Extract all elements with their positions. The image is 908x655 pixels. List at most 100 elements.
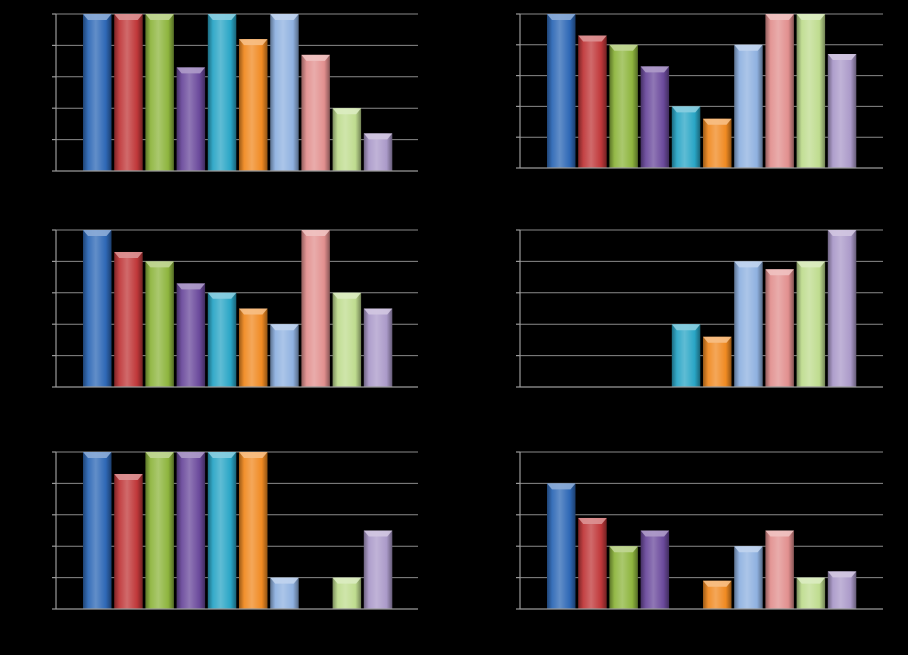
bar xyxy=(609,546,638,609)
bar xyxy=(734,44,763,168)
bar-cap xyxy=(239,39,268,46)
chart-panel-bottom-right xyxy=(516,451,883,610)
bar xyxy=(83,452,112,609)
bar-cap xyxy=(827,571,857,578)
bar-cap xyxy=(301,230,330,236)
bar-cap xyxy=(207,14,237,20)
chart-panel-middle-left xyxy=(52,229,418,388)
bar xyxy=(176,452,206,609)
bar xyxy=(827,230,857,387)
bar xyxy=(332,292,362,387)
chart-panel-bottom-left xyxy=(52,451,418,610)
bar xyxy=(114,473,143,609)
bar-cap xyxy=(640,530,670,537)
bar xyxy=(301,230,330,387)
bar xyxy=(332,108,362,171)
bar-cap xyxy=(671,106,701,113)
bar-cap xyxy=(734,44,763,51)
bar xyxy=(207,452,237,609)
bar-cap xyxy=(703,118,732,125)
bar xyxy=(547,483,576,609)
bar-cap xyxy=(703,336,732,343)
bar xyxy=(207,292,237,387)
bar xyxy=(270,324,299,387)
bar-cap xyxy=(765,269,794,276)
bar-cap xyxy=(145,261,174,268)
bar-cap xyxy=(640,66,670,73)
bar xyxy=(301,54,330,171)
bar-cap xyxy=(547,483,576,490)
bar-cap xyxy=(83,230,112,236)
bar-cap xyxy=(578,517,607,524)
bar-cap xyxy=(827,54,857,61)
bar-cap xyxy=(671,324,701,331)
bar xyxy=(114,251,143,387)
bar-cap xyxy=(734,261,763,268)
bar xyxy=(609,44,638,168)
bar xyxy=(578,35,607,169)
bar xyxy=(765,530,794,609)
bar xyxy=(640,66,670,168)
bar xyxy=(671,324,701,387)
bar-cap xyxy=(765,530,794,537)
bar-cap xyxy=(703,580,732,587)
bar xyxy=(363,133,393,171)
bar xyxy=(640,530,670,609)
bar-cap xyxy=(332,577,362,584)
bar-cap xyxy=(363,133,393,140)
chart-panel-top-left xyxy=(52,13,418,172)
bar-cap xyxy=(827,230,857,236)
bar xyxy=(145,14,174,171)
bar xyxy=(114,14,143,171)
bar-cap xyxy=(301,54,330,61)
bar xyxy=(363,308,393,387)
bar xyxy=(796,261,826,387)
bar-cap xyxy=(765,14,794,20)
bar-cap xyxy=(207,452,237,458)
bar-cap xyxy=(176,283,206,290)
bar-cap xyxy=(609,44,638,51)
bar xyxy=(207,14,237,171)
bar xyxy=(176,67,206,171)
bar-cap xyxy=(270,14,299,20)
bar-cap xyxy=(145,452,174,458)
bar xyxy=(578,517,607,609)
bar xyxy=(547,14,576,168)
bar-cap xyxy=(83,452,112,458)
bar-cap xyxy=(114,473,143,480)
bar xyxy=(239,452,268,609)
bar-cap xyxy=(609,546,638,553)
bar-cap xyxy=(239,452,268,458)
bar xyxy=(827,571,857,609)
bar xyxy=(671,106,701,168)
chart-panel-top-right xyxy=(516,13,883,169)
bar-cap xyxy=(796,14,826,20)
bar-cap xyxy=(547,14,576,20)
bar-cap xyxy=(796,261,826,268)
bar-cap xyxy=(114,251,143,258)
bar-cap xyxy=(239,308,268,315)
bar-cap xyxy=(207,292,237,299)
bar-cap xyxy=(363,308,393,315)
bar xyxy=(145,452,174,609)
bar xyxy=(765,14,794,168)
bar xyxy=(83,14,112,171)
chart-panel-middle-right xyxy=(516,229,883,388)
bar xyxy=(827,54,857,168)
bar-cap xyxy=(332,108,362,115)
bar-cap xyxy=(270,324,299,331)
bar-cap xyxy=(145,14,174,20)
bar xyxy=(83,230,112,387)
bar-cap xyxy=(176,67,206,74)
bar-cap xyxy=(796,577,826,584)
bar-cap xyxy=(332,292,362,299)
bar-cap xyxy=(176,452,206,458)
bar-cap xyxy=(114,14,143,20)
bar xyxy=(363,530,393,609)
bar-cap xyxy=(734,546,763,553)
bar-cap xyxy=(578,35,607,42)
bar xyxy=(734,261,763,387)
bar xyxy=(145,261,174,387)
bar xyxy=(796,14,826,168)
